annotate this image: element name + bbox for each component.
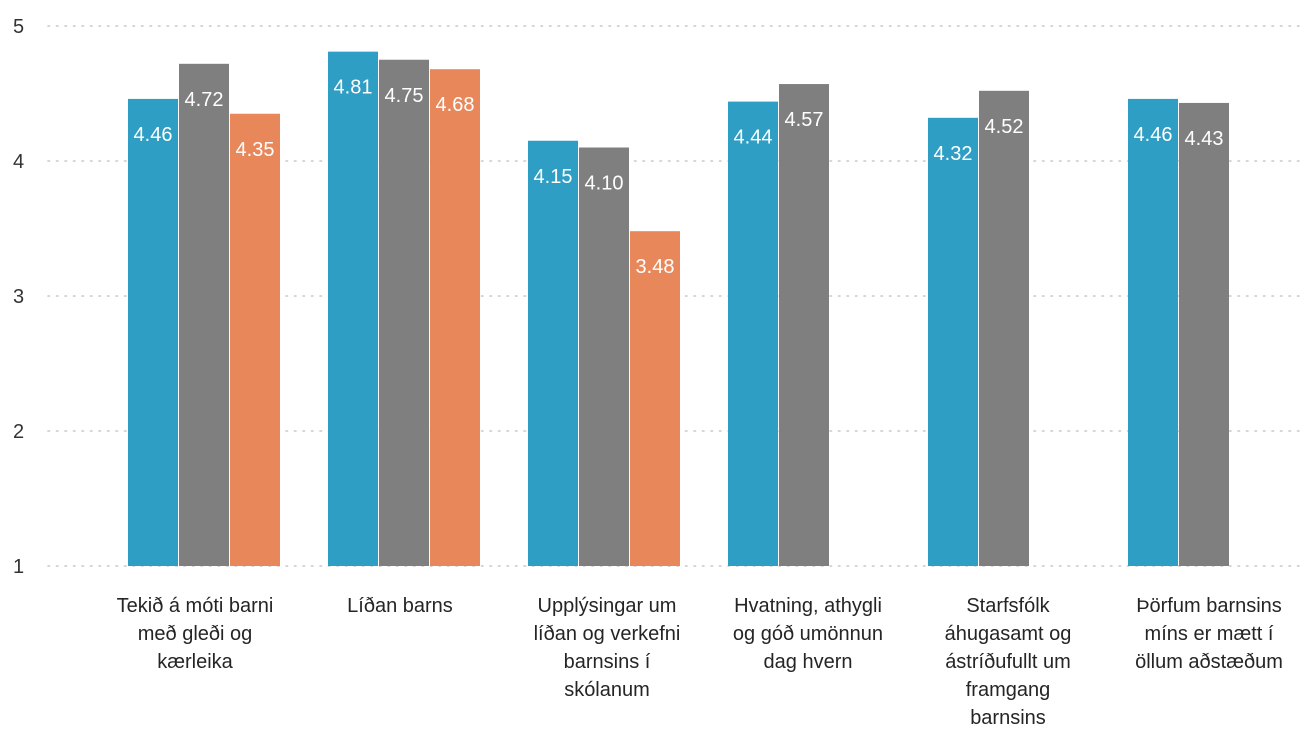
bar-value-label: 4.10 [585, 173, 624, 195]
category-label: Líðan barns [347, 595, 453, 617]
bar-value-label: 4.81 [334, 77, 373, 99]
bar [579, 147, 629, 566]
category-label-line: Þörfum barnsins [1136, 595, 1282, 617]
category-label-line: ástríðufullt um [945, 651, 1071, 673]
bar [128, 98, 178, 567]
category-label: Starfsfólk áhugasamt og ástríðufullt um fra… [945, 595, 1072, 729]
bar-value-label: 4.52 [985, 116, 1024, 138]
category-label: Þörfum barnsins míns er mætt í öllum aðstæ… [1135, 595, 1283, 673]
bar-value-label: 4.72 [185, 89, 224, 111]
y-tick-label: 3 [13, 286, 24, 308]
category-label-line: Starfsfólk [966, 595, 1050, 617]
bar-value-label: 4.68 [436, 94, 475, 116]
category-label: Upplýsingar um líðan og verkefni barnsins … [534, 595, 681, 701]
bar-value-labels: 4.46 4.72 4.35 4.81 4.75 4.68 4.15 4.10 3.48 4.44… [134, 77, 1224, 279]
bar-value-label: 4.46 [1134, 124, 1173, 146]
bar [630, 231, 680, 566]
category-label-line: Líðan barns [347, 595, 453, 617]
category-label-line: míns er mætt í [1145, 623, 1274, 645]
bar [430, 69, 480, 566]
bar-value-label: 4.46 [134, 124, 173, 146]
category-label-line: líðan og verkefni [534, 623, 681, 645]
category-label-line: dag hvern [764, 651, 853, 673]
bar-value-label: 4.57 [785, 109, 824, 131]
category-label-line: skólanum [564, 679, 650, 701]
category-label-line: með gleði og [138, 623, 253, 645]
y-tick-label: 5 [13, 16, 24, 38]
category-label-line: Upplýsingar um [538, 595, 677, 617]
category-label-line: kærleika [157, 651, 233, 673]
bar [928, 117, 978, 567]
bar [528, 140, 578, 566]
y-axis-ticks: 1 2 3 4 5 [13, 16, 24, 578]
bar [179, 63, 229, 567]
bar [1179, 102, 1229, 566]
category-label-line: áhugasamt og [945, 623, 1072, 645]
bar-value-label: 4.15 [534, 166, 573, 188]
bar [230, 113, 280, 566]
category-label-line: og góð umönnun [733, 623, 883, 645]
y-tick-label: 2 [13, 421, 24, 443]
category-label-line: framgang [966, 679, 1051, 701]
category-label-line: barnsins í [564, 651, 651, 673]
bar-value-label: 4.32 [934, 143, 973, 165]
category-label: Hvatning, athygli og góð umönnun dag hvern [733, 595, 883, 673]
bar-value-label: 4.75 [385, 85, 424, 107]
bars [128, 51, 1229, 567]
category-label: Tekið á móti barni með gleði og kærleika [117, 595, 274, 673]
category-labels: Tekið á móti barni með gleði og kærleika Lí… [117, 595, 1283, 729]
bar-value-label: 4.43 [1185, 128, 1224, 150]
category-label-line: Tekið á móti barni [117, 595, 274, 617]
bar-value-label: 3.48 [636, 256, 675, 278]
bar [1128, 98, 1178, 567]
bar [379, 59, 429, 566]
y-tick-label: 1 [13, 556, 24, 578]
bar-value-label: 4.35 [236, 139, 275, 161]
bar [328, 51, 378, 566]
bar [728, 101, 778, 566]
category-label-line: öllum aðstæðum [1135, 651, 1283, 673]
y-tick-label: 4 [13, 151, 24, 173]
bar [779, 84, 829, 567]
category-label-line: Hvatning, athygli [734, 595, 882, 617]
bar [979, 90, 1029, 567]
category-label-line: barnsins [970, 707, 1046, 729]
bar-value-label: 4.44 [734, 127, 773, 149]
